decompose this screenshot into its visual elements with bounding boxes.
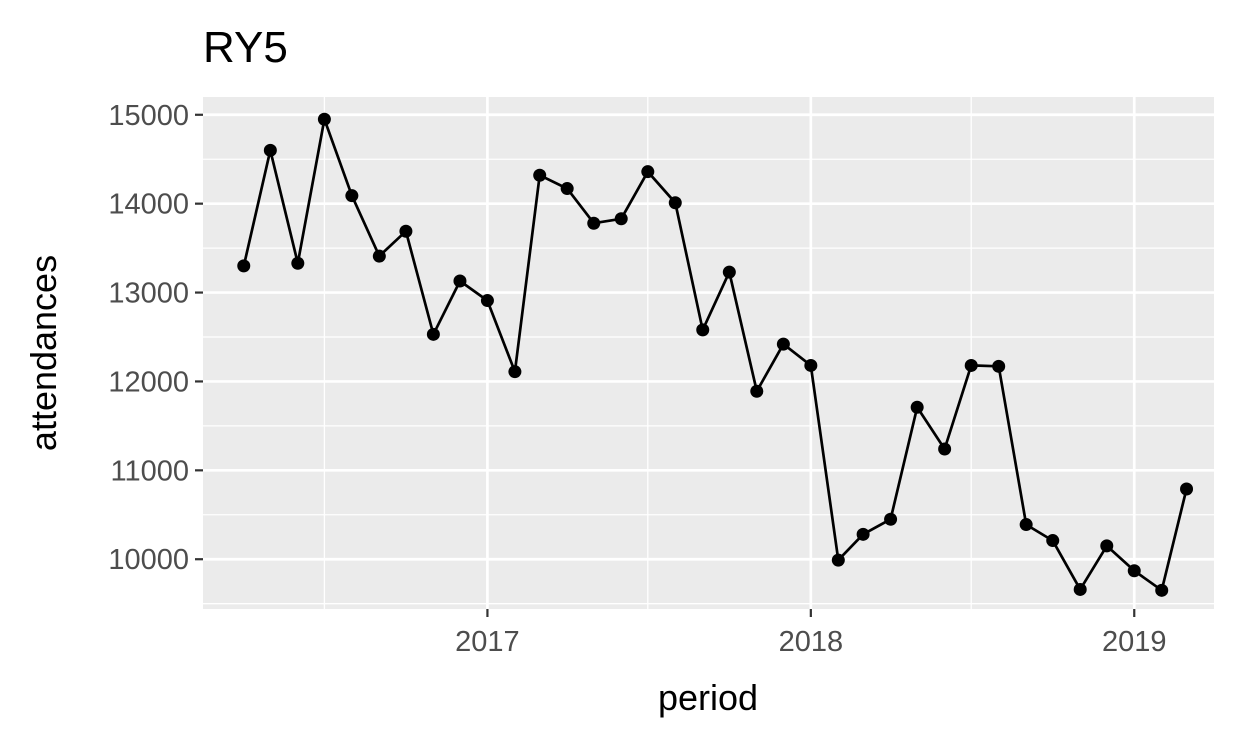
data-point <box>291 256 305 270</box>
data-point <box>831 553 845 567</box>
data-point <box>964 358 978 372</box>
x-axis: 2017 2018 2019 <box>455 609 1167 658</box>
data-point <box>317 112 331 126</box>
data-point <box>776 337 790 351</box>
x-axis-title: period <box>658 677 758 718</box>
x-tick-label: 2017 <box>455 626 520 658</box>
data-point <box>696 323 710 337</box>
data-point <box>1100 539 1114 553</box>
data-point <box>668 196 682 210</box>
data-point <box>1127 564 1141 578</box>
series-layer <box>237 112 1194 597</box>
minor-gridlines <box>203 97 1214 609</box>
data-point <box>614 212 628 226</box>
data-point <box>884 512 898 526</box>
data-point <box>750 384 764 398</box>
y-tick-label: 10000 <box>108 544 189 576</box>
y-axis-title: attendances <box>23 255 64 451</box>
data-point <box>1073 582 1087 596</box>
data-point <box>263 143 277 157</box>
data-point <box>1046 534 1060 548</box>
major-gridlines <box>203 97 1214 609</box>
data-point <box>992 359 1006 373</box>
data-point <box>910 400 924 414</box>
data-point <box>1155 583 1169 597</box>
data-point <box>804 358 818 372</box>
data-point <box>1180 482 1194 496</box>
data-point <box>641 165 655 179</box>
y-tick-label: 12000 <box>108 366 189 398</box>
data-point <box>508 365 522 379</box>
data-point <box>587 216 601 230</box>
plot-panel <box>203 97 1214 609</box>
data-point <box>938 442 952 456</box>
data-point <box>399 224 413 238</box>
y-tick-label: 14000 <box>108 189 189 221</box>
data-point <box>480 294 494 308</box>
data-point <box>372 249 386 263</box>
data-point <box>237 259 251 273</box>
data-point <box>345 189 359 203</box>
data-point <box>722 265 736 279</box>
data-point <box>1019 518 1033 532</box>
y-tick-label: 11000 <box>111 455 190 487</box>
data-point <box>426 327 440 341</box>
chart-title: RY5 <box>203 23 288 72</box>
data-point <box>453 274 467 288</box>
y-tick-label: 13000 <box>108 278 189 310</box>
y-tick-label: 15000 <box>108 100 189 132</box>
data-point <box>533 168 547 182</box>
data-point <box>560 182 574 196</box>
x-tick-label: 2018 <box>779 626 844 658</box>
y-axis: 10000 11000 12000 13000 14000 15000 <box>108 100 203 576</box>
data-point <box>856 527 870 541</box>
x-tick-label: 2019 <box>1102 626 1167 658</box>
